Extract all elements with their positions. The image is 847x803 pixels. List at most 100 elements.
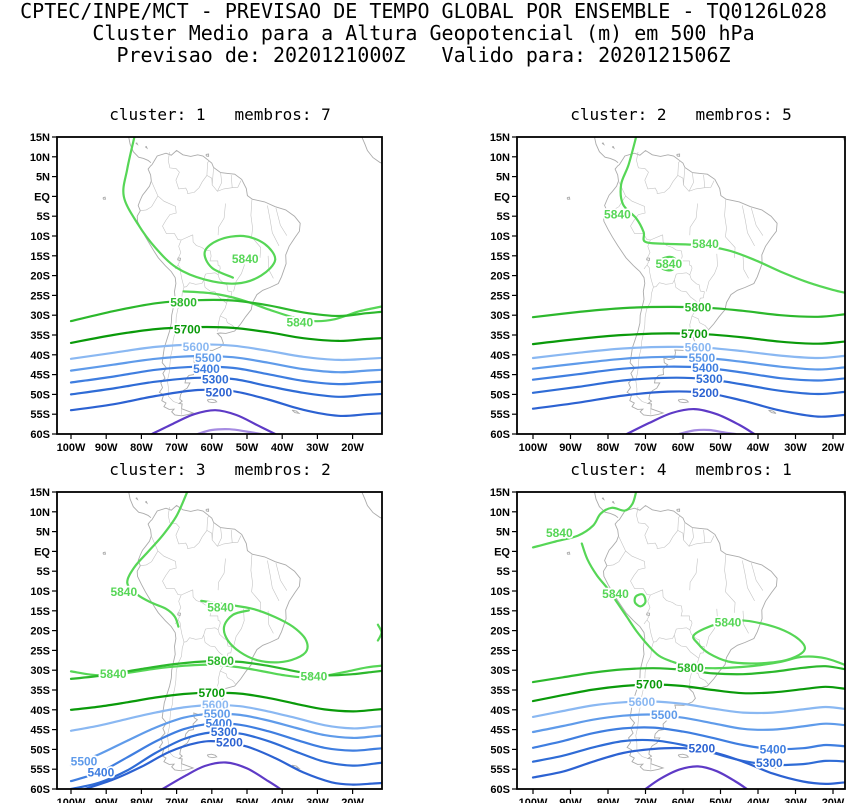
contour-5800	[69, 298, 382, 323]
coastline	[603, 504, 778, 772]
x-tick-label: 40W	[271, 442, 294, 454]
x-tick-label: 20W	[822, 442, 845, 454]
coastline	[291, 409, 301, 415]
country-border	[688, 172, 694, 192]
contour-5840	[126, 492, 189, 628]
panel-title-4: cluster: 4 membros: 1	[570, 460, 792, 479]
y-tick-label: 25S	[30, 645, 50, 657]
panel-frame	[516, 136, 846, 435]
contour-5840	[531, 492, 638, 549]
country-border	[751, 562, 764, 591]
y-tick-label: 15S	[490, 251, 510, 263]
y-tick-label: 45S	[490, 725, 510, 737]
coastline	[206, 753, 218, 759]
x-tick-label: 50W	[709, 442, 732, 454]
country-border	[211, 522, 214, 540]
contour-5840	[692, 619, 807, 665]
contour-label-5840: 5840	[715, 616, 742, 630]
y-tick-label: 10S	[30, 586, 50, 598]
x-tick-label: 90W	[559, 797, 582, 803]
y-tick-label: 15S	[490, 606, 510, 618]
y-tick-label: 15S	[30, 606, 50, 618]
contour-5840	[376, 623, 382, 642]
contour-label-5840: 5840	[655, 257, 682, 271]
y-tick-label: 10N	[490, 152, 510, 164]
coastline	[594, 492, 619, 519]
contour-5300	[69, 376, 382, 398]
y-tick-label: 5N	[36, 172, 50, 184]
coastline	[145, 145, 149, 150]
country-border	[635, 287, 654, 404]
contour-5200	[84, 740, 382, 789]
y-tick-label: 5N	[36, 527, 50, 539]
country-border	[140, 550, 159, 566]
country-border	[742, 255, 749, 279]
coastline	[646, 257, 651, 262]
country-border	[250, 554, 262, 613]
country-border	[203, 629, 233, 659]
contour-5200	[531, 390, 845, 418]
country-border	[703, 529, 706, 543]
y-tick-label: 40S	[490, 705, 510, 717]
panel-title-1: cluster: 1 membros: 7	[109, 105, 331, 124]
y-tick-label: 15N	[30, 132, 50, 144]
coastline	[361, 492, 382, 519]
country-border	[677, 515, 681, 531]
country-border	[217, 658, 227, 687]
contour-label-5400: 5400	[205, 716, 232, 730]
country-border	[724, 554, 736, 613]
x-tick-label: 60W	[200, 442, 223, 454]
y-tick-label: 20S	[490, 626, 510, 638]
coastline	[177, 612, 182, 617]
coastline	[676, 508, 681, 512]
contour-label-5800: 5800	[677, 661, 704, 675]
country-border	[688, 658, 700, 687]
contour-lines	[531, 137, 845, 434]
country-border	[275, 562, 288, 591]
coastline	[601, 142, 606, 146]
contour-label-5700: 5700	[174, 323, 201, 337]
contour-label-5200: 5200	[205, 385, 232, 399]
x-tick-label: 60W	[672, 797, 695, 803]
contour-label-5600: 5600	[685, 340, 712, 354]
contour-label-5600: 5600	[628, 695, 655, 709]
x-tick-label: 100W	[57, 442, 86, 454]
y-tick-label: EQ	[34, 546, 50, 558]
x-tick-label: 80W	[130, 442, 153, 454]
contour-5400	[69, 365, 382, 386]
contour-5800	[531, 665, 845, 684]
coastline	[145, 500, 149, 505]
title-line-3: Previsao de: 2020121000Z Valido para: 20…	[116, 43, 731, 67]
country-border	[217, 172, 223, 192]
country-border	[683, 167, 686, 185]
panel-slot-4: 5840 5840 5840 5800 5700 5600 5500 5400 5300 5200…	[472, 484, 847, 803]
contour-label-5800: 5800	[170, 296, 197, 310]
contour-5400	[69, 722, 382, 783]
basemap	[102, 492, 382, 772]
contour-label-5840: 5840	[546, 526, 573, 540]
y-tick-label: 50S	[30, 389, 50, 401]
contour-5500	[69, 712, 382, 767]
contour-label-5500: 5500	[651, 708, 678, 722]
x-tick-label: 90W	[95, 797, 118, 803]
y-tick-label: 35S	[490, 685, 510, 697]
y-tick-label: 10N	[490, 507, 510, 519]
y-tick-label: 5N	[496, 527, 510, 539]
coastline	[566, 551, 571, 555]
country-border	[151, 535, 193, 596]
contour-label-5800: 5800	[207, 654, 234, 668]
x-tick-label: 20W	[822, 797, 845, 803]
contour-5800	[69, 659, 382, 680]
y-tick-label: 5S	[37, 566, 50, 578]
contour-label-5840: 5840	[100, 667, 127, 681]
country-border	[275, 207, 288, 236]
contour-5400	[531, 726, 845, 751]
coastline	[128, 137, 152, 164]
country-border	[742, 560, 755, 602]
x-tick-label: 60W	[672, 442, 695, 454]
country-border	[167, 506, 188, 549]
x-tick-label: 50W	[236, 442, 259, 454]
country-border	[140, 195, 159, 211]
